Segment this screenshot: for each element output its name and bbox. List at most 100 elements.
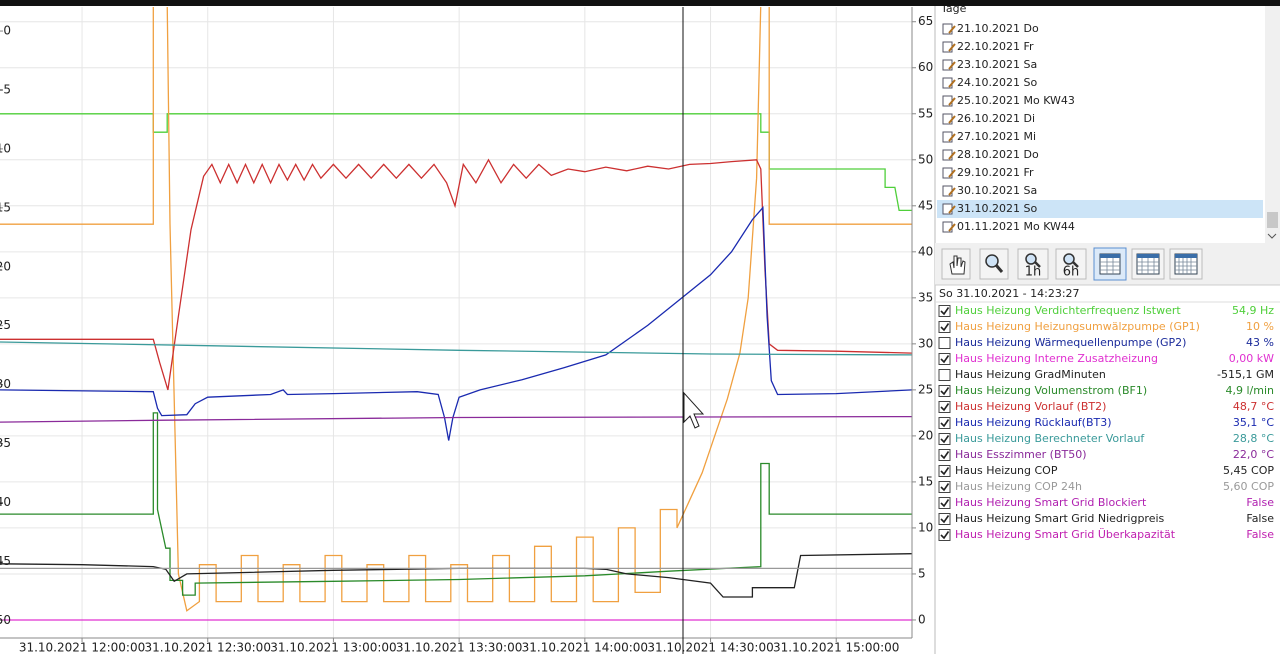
- checkbox[interactable]: [938, 529, 951, 541]
- month-view-button[interactable]: [1169, 248, 1203, 280]
- day-icon-pen: [948, 169, 956, 178]
- day-icon-pen: [948, 97, 956, 106]
- scroll-down-arrow[interactable]: [1267, 233, 1277, 239]
- legend-row: Haus Heizung Verdichterfrequenz Istwert 5…: [938, 304, 1274, 317]
- series-line: [0, 158, 912, 391]
- y-tick-label: 20: [918, 428, 933, 442]
- zoom-button[interactable]: [979, 248, 1009, 280]
- checkmark: [940, 467, 950, 476]
- scrollbar[interactable]: [1265, 0, 1280, 243]
- zoom-6h-label: 6h: [1063, 265, 1080, 280]
- day-icon-pen: [948, 223, 956, 232]
- day-item[interactable]: 27.10.2021 Mi: [942, 130, 1036, 143]
- legend-value: 5,60 COP: [1223, 480, 1274, 493]
- day-item[interactable]: 24.10.2021 So: [942, 76, 1037, 89]
- legend-row: Haus Heizung Interne Zusatzheizung 0,00 k…: [938, 352, 1274, 365]
- checkmark: [940, 387, 950, 396]
- y2-tick-label: -20: [0, 259, 11, 273]
- checkbox[interactable]: [938, 305, 951, 317]
- zoom-1h-button[interactable]: 1h: [1017, 248, 1049, 280]
- mouse-pointer: [683, 391, 705, 429]
- checkbox[interactable]: [938, 465, 951, 477]
- y2-tick-label: -40: [0, 495, 11, 509]
- checkbox[interactable]: [938, 353, 951, 365]
- day-icon-pen: [948, 79, 956, 88]
- day-item[interactable]: 25.10.2021 Mo KW43: [942, 94, 1075, 107]
- x-tick-label: 31.10.2021 12:30:00: [145, 641, 271, 654]
- day-icon-pen: [948, 205, 956, 214]
- week-view-button[interactable]: [1131, 248, 1165, 280]
- legend-row: Haus Heizung Rücklauf(BT3) 35,1 °C: [938, 416, 1274, 429]
- y2-tick-label: -50: [0, 613, 11, 627]
- day-label: 22.10.2021 Fr: [957, 40, 1034, 53]
- checkbox[interactable]: [938, 337, 951, 349]
- day-item[interactable]: 22.10.2021 Fr: [942, 40, 1034, 53]
- legend-value: False: [1246, 512, 1274, 525]
- legend-value: 35,1 °C: [1233, 416, 1274, 429]
- legend-name: Haus Heizung Heizungsumwälzpumpe (GP1): [955, 320, 1200, 333]
- y-tick-label: 0: [918, 612, 926, 626]
- day-label: 29.10.2021 Fr: [957, 166, 1034, 179]
- selected-row: [937, 200, 1263, 218]
- day-item[interactable]: 28.10.2021 Do: [942, 148, 1039, 161]
- legend-value: 54,9 Hz: [1232, 304, 1274, 317]
- checkbox[interactable]: [938, 513, 951, 525]
- day-icon-pen: [948, 43, 956, 52]
- checkbox[interactable]: [938, 481, 951, 493]
- day-item[interactable]: 29.10.2021 Fr: [942, 166, 1034, 179]
- day-icon-pen: [948, 151, 956, 160]
- legend-value: False: [1246, 496, 1274, 509]
- day-view-button[interactable]: [1093, 247, 1127, 281]
- toolbar-buttons: 1h 6h: [941, 247, 1203, 281]
- x-tick-label: 31.10.2021 15:00:00: [773, 641, 899, 654]
- legend-row: Haus Esszimmer (BT50) 22,0 °C: [938, 448, 1274, 461]
- legend-name: Haus Heizung Smart Grid Überkapazität: [955, 528, 1176, 541]
- checkmark: [940, 419, 950, 428]
- day-item[interactable]: 23.10.2021 Sa: [942, 58, 1037, 71]
- checkbox[interactable]: [938, 401, 951, 413]
- x-tick-label: 31.10.2021 14:00:00: [522, 641, 648, 654]
- legend-name: Haus Heizung COP 24h: [955, 480, 1082, 493]
- checkbox[interactable]: [938, 449, 951, 461]
- pan-button[interactable]: [941, 248, 971, 280]
- checkmark: [940, 355, 950, 364]
- y-tick-label: 15: [918, 474, 933, 488]
- y-tick-label: 5: [918, 566, 926, 580]
- y-tick-label: 40: [918, 244, 933, 258]
- y2-tick-label: -5: [0, 82, 11, 96]
- day-icon-pen: [948, 133, 956, 142]
- checkbox[interactable]: [938, 369, 951, 381]
- top-edge: [0, 0, 1280, 6]
- legend-value: 10 %: [1246, 320, 1274, 333]
- y-tick-label: 25: [918, 382, 933, 396]
- checkbox[interactable]: [938, 321, 951, 333]
- day-item[interactable]: 30.10.2021 Sa: [942, 184, 1037, 197]
- day-item[interactable]: 01.11.2021 Mo KW44: [942, 220, 1075, 233]
- series-line: [0, 553, 912, 598]
- checkmark: [940, 499, 950, 508]
- day-label: 21.10.2021 Do: [957, 22, 1039, 35]
- legend-row: Haus Heizung Berechneter Vorlauf 28,8 °C: [938, 432, 1274, 445]
- legend-name: Haus Esszimmer (BT50): [955, 448, 1087, 461]
- legend-name: Haus Heizung Verdichterfrequenz Istwert: [955, 304, 1181, 317]
- x-tick-label: 31.10.2021 13:30:00: [396, 641, 522, 654]
- legend-name: Haus Heizung GradMinuten: [955, 368, 1106, 381]
- checkbox[interactable]: [938, 417, 951, 429]
- checkmark: [940, 403, 950, 412]
- checkbox[interactable]: [938, 497, 951, 509]
- day-label: 31.10.2021 So: [957, 202, 1037, 215]
- day-icon-pen: [948, 25, 956, 34]
- legend-name: Haus Heizung Smart Grid Blockiert: [955, 496, 1147, 509]
- day-item[interactable]: 21.10.2021 Do: [942, 22, 1039, 35]
- series-line: [0, 113, 912, 212]
- legend-row: Haus Heizung Wärmequellenpumpe (GP2) 43 %: [938, 336, 1274, 349]
- legend-name: Haus Heizung Berechneter Vorlauf: [955, 432, 1145, 445]
- day-item[interactable]: 26.10.2021 Di: [942, 112, 1035, 125]
- zoom-6h-button[interactable]: 6h: [1055, 248, 1087, 280]
- checkbox[interactable]: [938, 385, 951, 397]
- checkmark: [940, 435, 950, 444]
- checkbox[interactable]: [938, 433, 951, 445]
- scrollbar-thumb[interactable]: [1267, 212, 1278, 228]
- checkmark: [940, 323, 950, 332]
- day-item[interactable]: 31.10.2021 So: [942, 202, 1037, 215]
